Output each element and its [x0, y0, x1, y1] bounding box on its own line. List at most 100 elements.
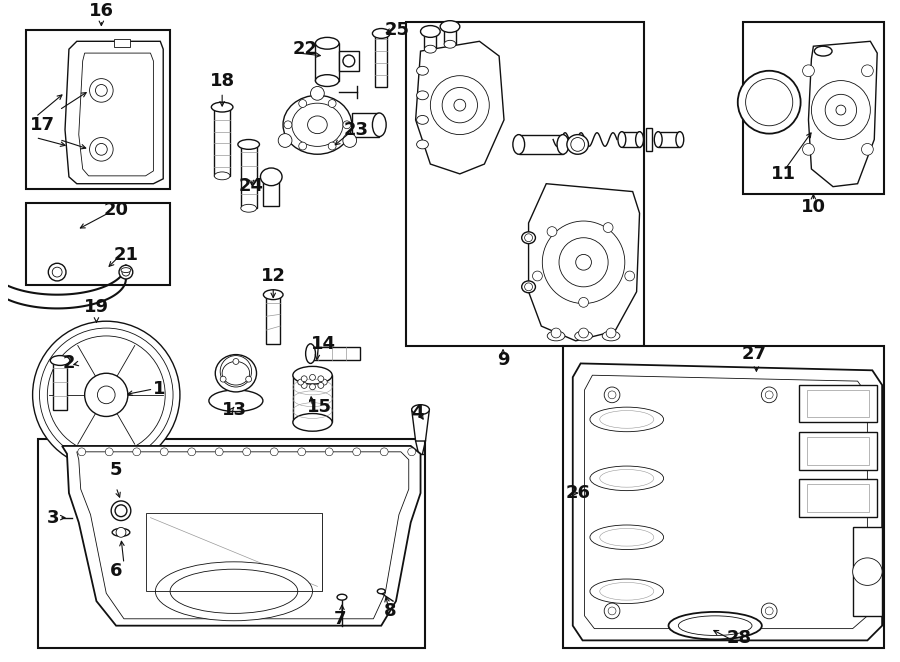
- Circle shape: [454, 99, 465, 111]
- Bar: [806, 437, 869, 465]
- Circle shape: [302, 383, 307, 389]
- Bar: [425, 32, 436, 49]
- Text: 23: 23: [344, 120, 369, 139]
- Text: 10: 10: [801, 199, 826, 216]
- Ellipse shape: [814, 46, 832, 56]
- Circle shape: [525, 283, 533, 291]
- Circle shape: [32, 321, 180, 469]
- Ellipse shape: [590, 525, 663, 549]
- Text: 27: 27: [742, 346, 767, 363]
- Bar: [852, 528, 882, 616]
- Text: 25: 25: [384, 21, 410, 38]
- Ellipse shape: [590, 407, 663, 432]
- Ellipse shape: [522, 281, 536, 293]
- Ellipse shape: [599, 528, 653, 546]
- Ellipse shape: [679, 616, 752, 636]
- Bar: [806, 390, 869, 418]
- Text: 22: 22: [292, 40, 318, 58]
- Ellipse shape: [411, 404, 429, 414]
- Ellipse shape: [513, 134, 525, 154]
- Ellipse shape: [417, 91, 428, 100]
- Ellipse shape: [635, 132, 644, 148]
- Circle shape: [765, 391, 773, 399]
- Circle shape: [133, 448, 140, 455]
- Circle shape: [112, 501, 130, 520]
- Ellipse shape: [373, 28, 390, 38]
- Circle shape: [579, 297, 589, 307]
- Polygon shape: [65, 41, 163, 184]
- Ellipse shape: [676, 132, 684, 148]
- Circle shape: [48, 336, 166, 453]
- Circle shape: [551, 328, 561, 338]
- Ellipse shape: [121, 267, 130, 273]
- Bar: [798, 432, 877, 469]
- Circle shape: [220, 355, 252, 387]
- Text: 5: 5: [110, 461, 122, 479]
- Bar: [241, 144, 256, 209]
- Polygon shape: [528, 184, 640, 341]
- Text: 12: 12: [261, 267, 285, 285]
- Text: 9: 9: [497, 351, 509, 369]
- Ellipse shape: [316, 37, 339, 49]
- Circle shape: [298, 448, 306, 455]
- Circle shape: [95, 144, 107, 155]
- Circle shape: [604, 387, 620, 402]
- Ellipse shape: [425, 45, 436, 53]
- Text: 26: 26: [566, 484, 591, 502]
- Bar: [26, 203, 170, 285]
- Bar: [406, 22, 644, 346]
- Circle shape: [298, 379, 303, 385]
- Circle shape: [284, 121, 292, 128]
- Circle shape: [765, 607, 773, 615]
- Bar: [375, 34, 387, 87]
- Ellipse shape: [306, 344, 316, 363]
- Circle shape: [353, 448, 361, 455]
- Bar: [292, 375, 332, 422]
- Ellipse shape: [170, 569, 298, 614]
- Circle shape: [803, 144, 815, 155]
- Ellipse shape: [654, 132, 662, 148]
- Text: 20: 20: [104, 201, 129, 219]
- Text: 17: 17: [30, 116, 55, 134]
- Circle shape: [607, 328, 616, 338]
- Circle shape: [328, 142, 336, 150]
- Ellipse shape: [420, 26, 440, 37]
- Bar: [266, 295, 280, 344]
- Circle shape: [119, 265, 133, 279]
- Circle shape: [343, 121, 351, 128]
- Ellipse shape: [316, 75, 339, 87]
- Ellipse shape: [575, 331, 592, 341]
- Text: 8: 8: [384, 602, 397, 620]
- Text: 24: 24: [239, 177, 264, 195]
- Circle shape: [603, 222, 613, 232]
- Circle shape: [547, 226, 557, 236]
- Ellipse shape: [852, 558, 882, 585]
- Circle shape: [40, 328, 173, 461]
- Ellipse shape: [602, 331, 620, 341]
- Circle shape: [533, 271, 543, 281]
- Circle shape: [310, 87, 324, 100]
- Ellipse shape: [377, 589, 385, 594]
- Circle shape: [321, 379, 328, 385]
- Circle shape: [85, 373, 128, 416]
- Circle shape: [861, 144, 873, 155]
- Circle shape: [52, 267, 62, 277]
- Ellipse shape: [440, 21, 460, 32]
- Circle shape: [525, 234, 533, 242]
- Circle shape: [745, 79, 793, 126]
- Bar: [658, 132, 680, 148]
- Bar: [622, 132, 640, 148]
- Ellipse shape: [50, 355, 70, 365]
- Ellipse shape: [417, 140, 428, 149]
- Ellipse shape: [214, 172, 230, 180]
- Bar: [53, 361, 67, 410]
- Circle shape: [608, 607, 616, 615]
- Circle shape: [215, 448, 223, 455]
- Circle shape: [328, 99, 336, 107]
- Circle shape: [325, 448, 333, 455]
- Circle shape: [625, 271, 634, 281]
- Ellipse shape: [222, 361, 249, 385]
- Text: 13: 13: [222, 401, 248, 418]
- Circle shape: [836, 105, 846, 115]
- Circle shape: [270, 448, 278, 455]
